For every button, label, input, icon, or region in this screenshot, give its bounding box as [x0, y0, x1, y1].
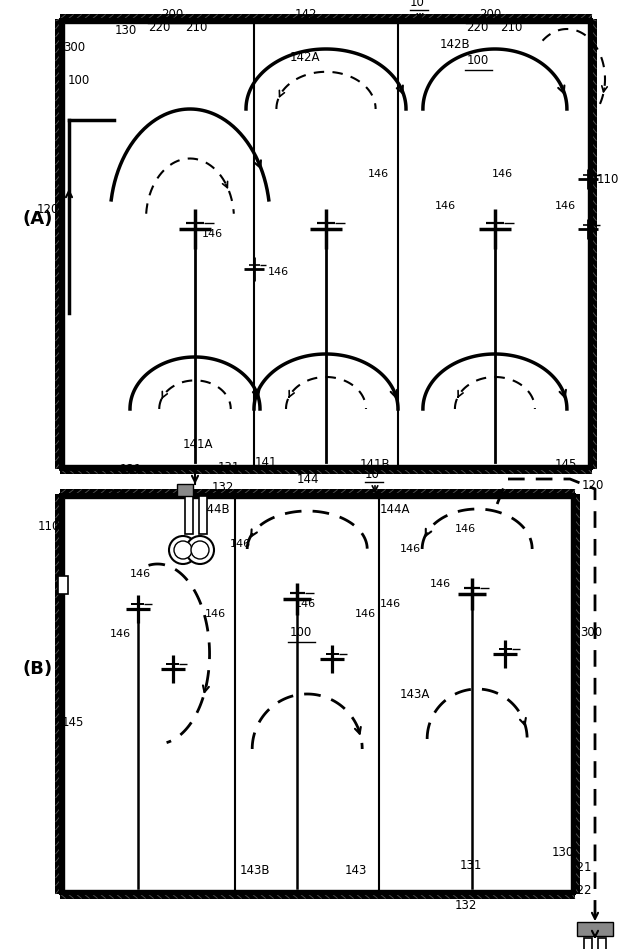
Text: 142A: 142A [290, 51, 321, 64]
Text: 110: 110 [38, 520, 60, 533]
Text: 200: 200 [161, 8, 183, 21]
Text: 220: 220 [466, 21, 488, 34]
Text: 146: 146 [430, 579, 451, 589]
Text: 200: 200 [479, 8, 501, 21]
Text: 131: 131 [218, 461, 241, 474]
Text: 10: 10 [365, 468, 380, 481]
Text: 121: 121 [570, 861, 593, 874]
Text: 146: 146 [380, 599, 401, 609]
Text: 146: 146 [368, 169, 389, 179]
Bar [63, 23, 588, 465]
Text: 132: 132 [212, 481, 234, 494]
Text: 10: 10 [410, 0, 425, 9]
Text: 110: 110 [597, 173, 620, 185]
Text: 143B: 143B [240, 864, 271, 877]
Text: 146: 146 [295, 599, 316, 609]
Text: 130: 130 [115, 24, 137, 37]
Text: 141B: 141B [360, 458, 390, 471]
Text: 146: 146 [202, 229, 223, 239]
Text: 141A: 141A [183, 438, 214, 451]
Bar [598, 938, 606, 949]
Text: 300: 300 [63, 41, 85, 54]
Text: 142: 142 [295, 8, 317, 21]
Text: 210: 210 [500, 21, 522, 34]
Bar [577, 922, 613, 936]
Text: 146: 146 [455, 524, 476, 534]
Text: 121: 121 [120, 463, 143, 476]
Text: 100: 100 [68, 74, 90, 87]
Circle shape [186, 536, 214, 564]
Text: 146: 146 [130, 569, 151, 579]
Text: 130: 130 [552, 846, 574, 859]
Circle shape [169, 536, 197, 564]
Text: 146: 146 [110, 629, 131, 639]
Text: 146: 146 [268, 267, 289, 277]
Text: 142B: 142B [440, 38, 470, 51]
Text: 210: 210 [185, 21, 207, 34]
Text: 120: 120 [37, 202, 60, 215]
Text: 132: 132 [455, 899, 477, 912]
Text: (B): (B) [22, 660, 52, 678]
Text: 300: 300 [580, 626, 602, 639]
Bar [584, 938, 592, 949]
Text: 100: 100 [467, 54, 489, 67]
Text: 143: 143 [345, 864, 367, 877]
Text: 122: 122 [103, 489, 125, 502]
Text: 144B: 144B [200, 503, 230, 516]
Text: 220: 220 [148, 21, 170, 34]
Circle shape [191, 541, 209, 559]
Text: 141: 141 [255, 456, 278, 469]
Text: 143A: 143A [400, 688, 430, 701]
Text: 144: 144 [297, 473, 319, 486]
Text: 131: 131 [460, 859, 483, 872]
Text: 145: 145 [62, 716, 84, 729]
Text: 146: 146 [492, 169, 513, 179]
Bar [60, 494, 575, 894]
Bar [63, 497, 572, 890]
Text: 146: 146 [400, 544, 421, 554]
Text: 144A: 144A [380, 503, 410, 516]
Text: 122: 122 [570, 884, 593, 897]
Text: 146: 146 [355, 609, 376, 619]
Bar [63, 23, 588, 465]
Bar [199, 496, 207, 534]
Text: 145: 145 [555, 458, 577, 471]
Text: 146: 146 [555, 201, 576, 211]
Bar [58, 576, 68, 594]
Bar [60, 19, 592, 469]
Bar [63, 497, 572, 890]
Bar [177, 484, 193, 496]
Circle shape [174, 541, 192, 559]
Text: 120: 120 [582, 479, 604, 492]
Text: 146: 146 [435, 201, 456, 211]
Text: 146: 146 [205, 609, 226, 619]
Text: (A): (A) [22, 210, 52, 228]
Text: 100: 100 [290, 626, 312, 639]
Bar [185, 496, 193, 534]
Text: 146: 146 [230, 539, 251, 549]
